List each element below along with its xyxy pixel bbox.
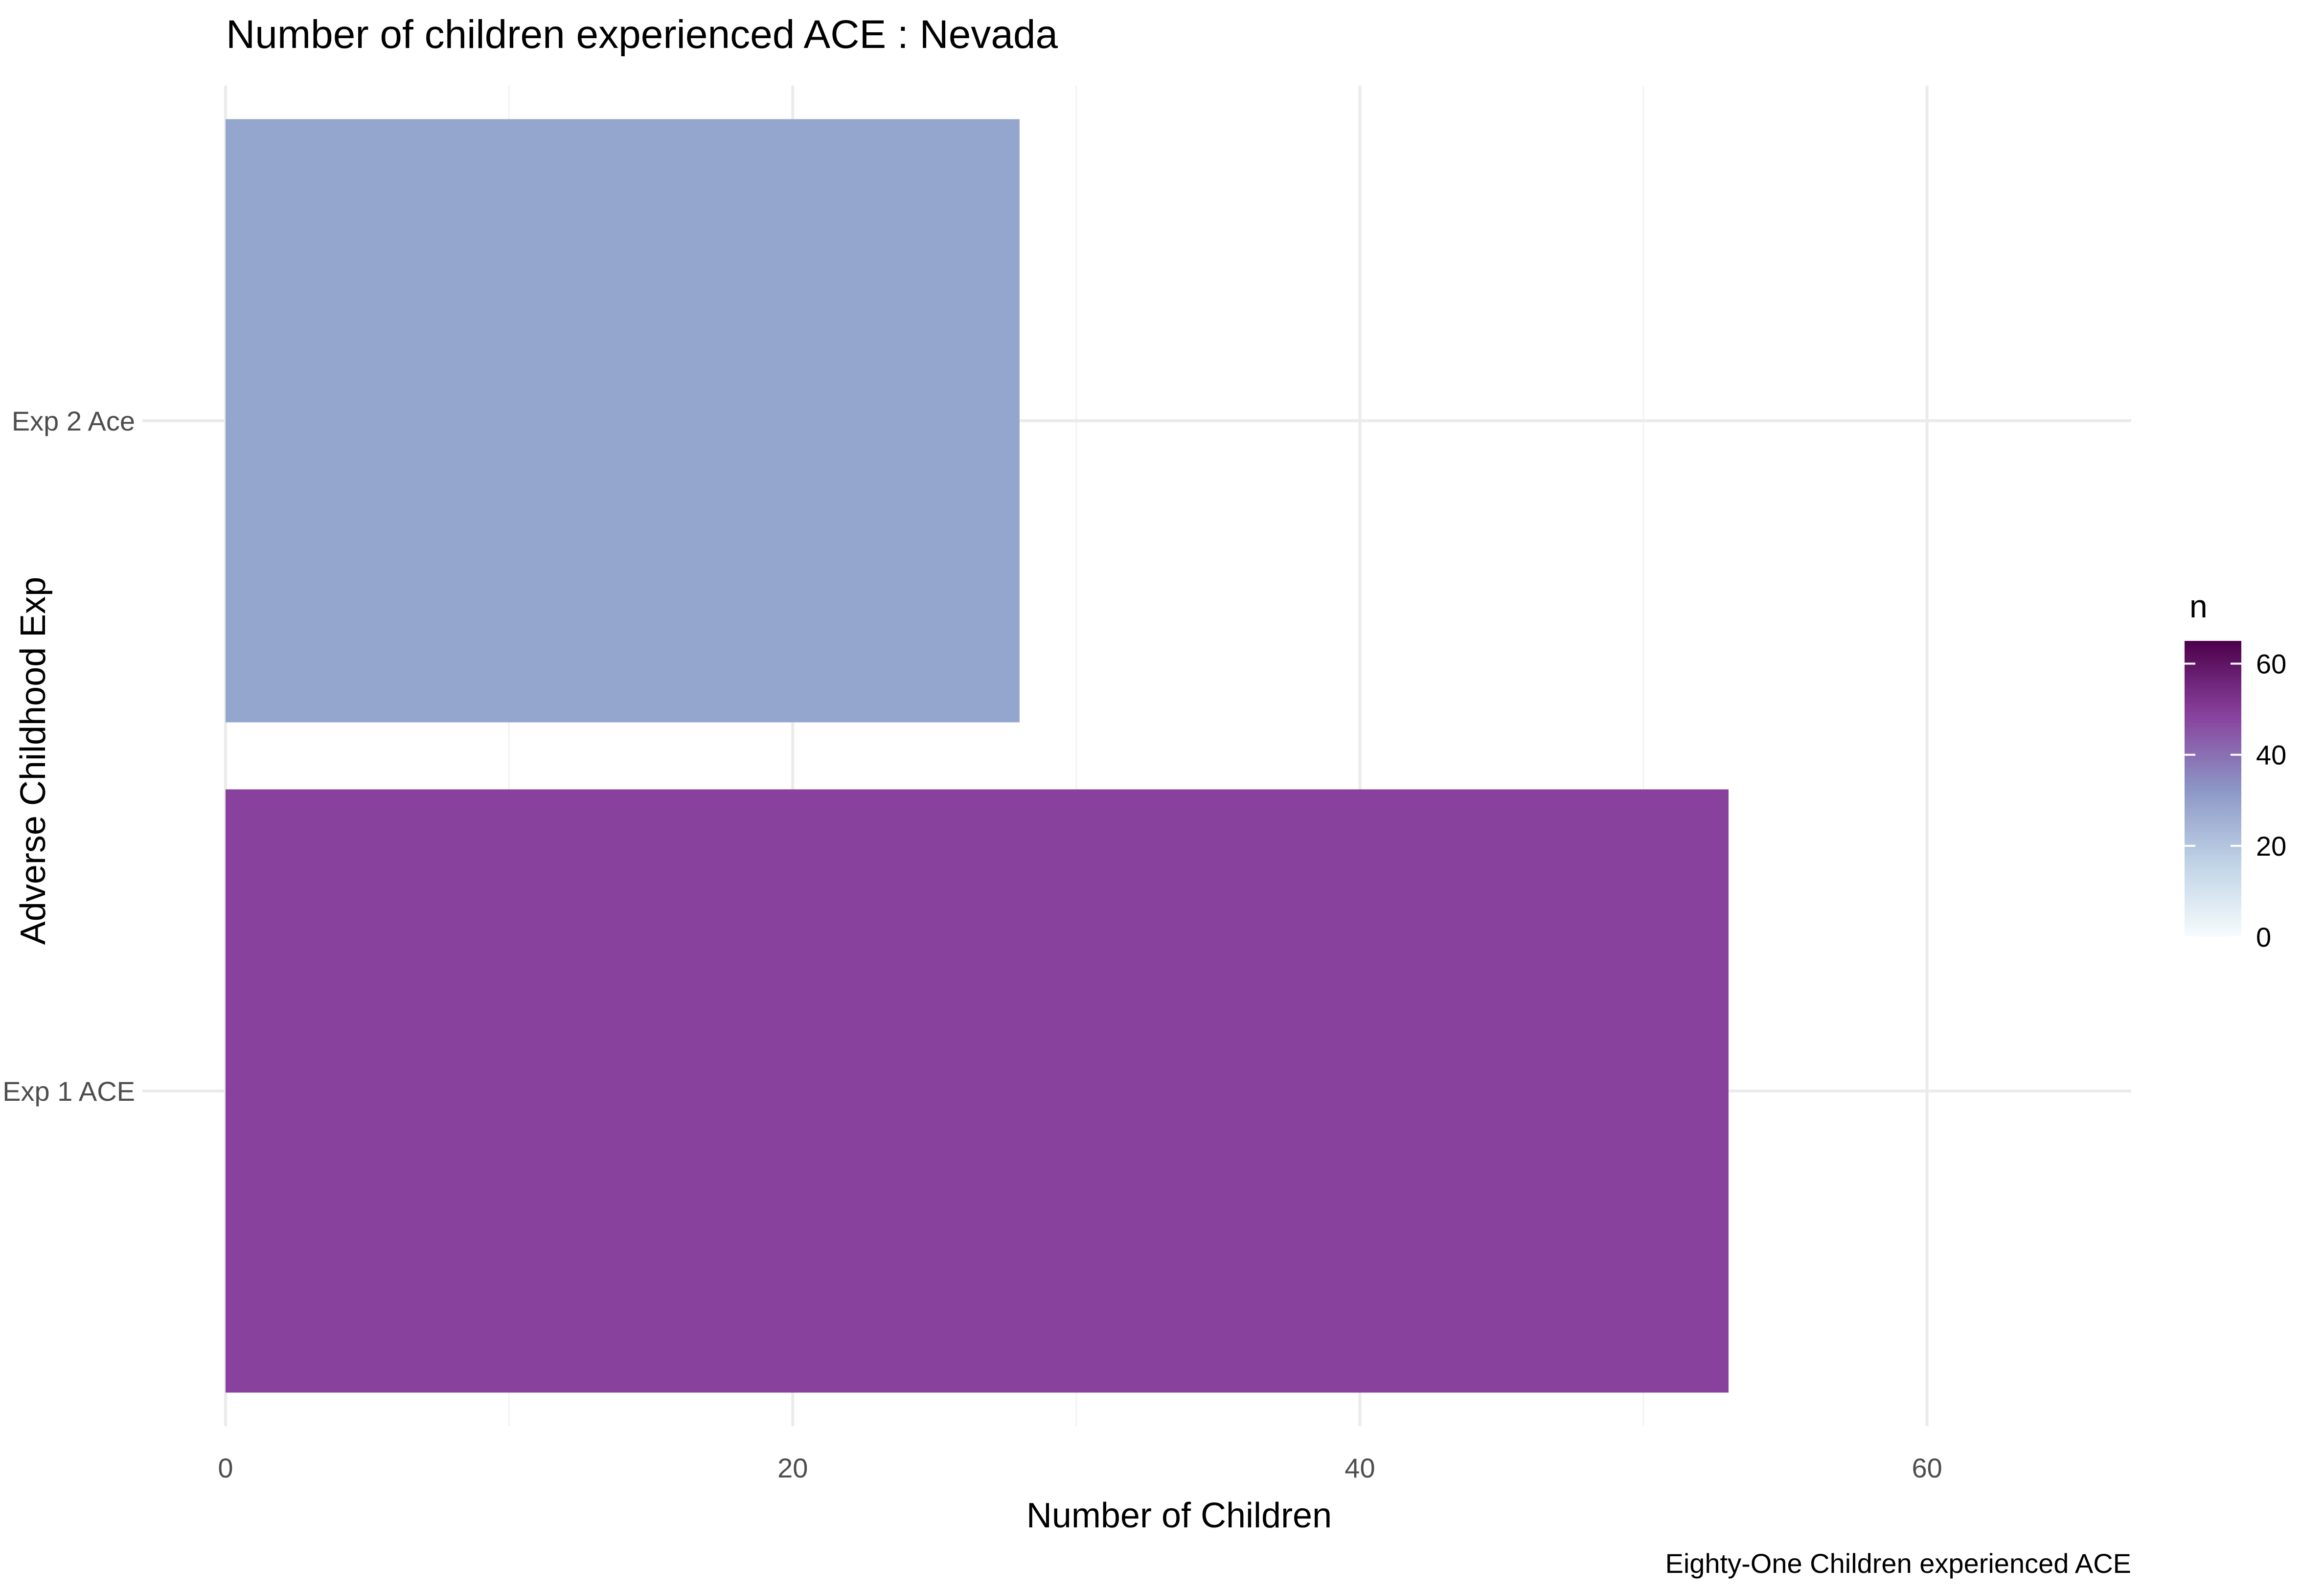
bar-exp-2-ace xyxy=(226,119,1020,723)
colorbar-tick-label: 60 xyxy=(2256,649,2286,680)
y-tick-label: Exp 1 ACE xyxy=(2,1076,135,1107)
bar-exp-1-ace xyxy=(226,789,1729,1393)
colorbar-tick-label: 40 xyxy=(2256,740,2286,771)
y-axis-title: Adverse Childhood Exp xyxy=(14,577,53,945)
colorbar xyxy=(2185,641,2241,937)
caption: Eighty-One Children experienced ACE xyxy=(1665,1548,2131,1579)
x-tick-label: 20 xyxy=(777,1453,808,1483)
x-tick-label: 60 xyxy=(1912,1453,1942,1483)
x-tick-label: 40 xyxy=(1344,1453,1375,1483)
legend: n 0 20 40 60 xyxy=(2185,588,2286,953)
y-tick-label: Exp 2 Ace xyxy=(12,406,135,436)
colorbar-tick-label: 20 xyxy=(2256,831,2286,862)
colorbar-tick-label: 0 xyxy=(2256,922,2271,953)
chart-title: Number of children experienced ACE : Nev… xyxy=(226,12,1058,57)
x-tick-label: 0 xyxy=(218,1453,233,1483)
tick-labels: 0 20 40 60 Exp 1 ACE Exp 2 Ace xyxy=(2,406,1942,1483)
bars xyxy=(226,119,1729,1393)
x-axis-title: Number of Children xyxy=(1026,1496,1332,1535)
legend-title: n xyxy=(2189,588,2208,624)
